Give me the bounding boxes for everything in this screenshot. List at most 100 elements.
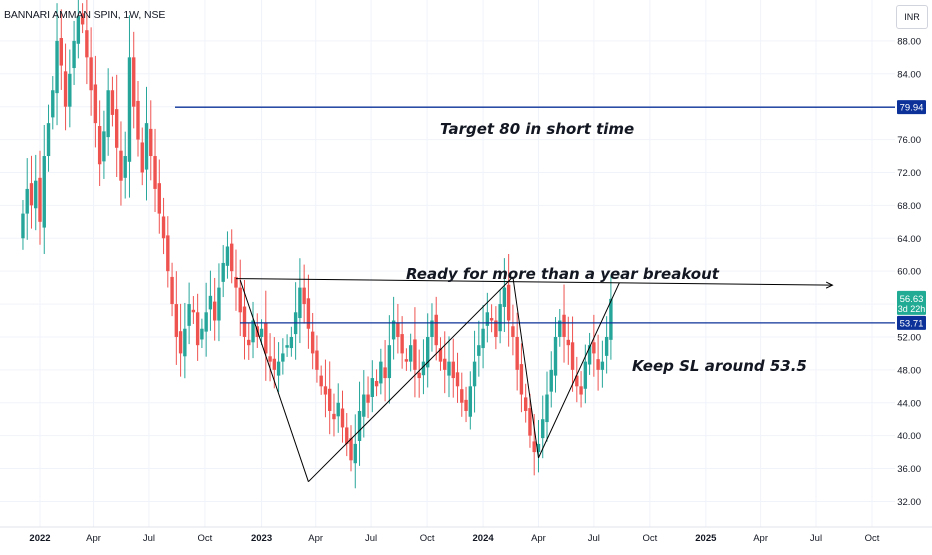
candle-body — [362, 394, 366, 417]
candle-body — [370, 378, 375, 397]
time-tick-label: Jul — [588, 533, 600, 544]
candle-body — [217, 287, 221, 321]
candle-body — [55, 40, 59, 94]
candle-body — [434, 314, 438, 346]
last-price-label: 56.63 — [900, 294, 924, 305]
candle-body — [63, 71, 68, 107]
candle-body — [187, 304, 191, 326]
time-axis-background — [0, 527, 932, 550]
price-tick-label: 64.00 — [897, 234, 921, 245]
candle-body — [59, 38, 64, 66]
candle-body — [340, 408, 345, 428]
candle-body — [161, 216, 166, 239]
candle-body — [455, 372, 460, 387]
candle-body — [102, 131, 106, 162]
candle-body — [38, 177, 42, 222]
candle-body — [515, 336, 519, 370]
candle-body — [464, 399, 468, 411]
candle-body — [144, 123, 149, 170]
candle-body — [221, 262, 225, 282]
candle-body — [328, 388, 332, 411]
annotation-target: Target 80 in short time — [440, 120, 634, 138]
price-tick-label: 32.00 — [897, 497, 921, 508]
candle-body — [519, 364, 524, 395]
candle-body — [110, 90, 115, 115]
candle-body — [170, 276, 174, 305]
pattern-trendline — [239, 280, 309, 482]
candle-body — [349, 438, 353, 461]
candle-body — [604, 336, 609, 356]
candle-body — [166, 235, 170, 272]
candle-body — [127, 57, 132, 162]
candle-body — [25, 188, 29, 214]
time-tick-label: Jul — [365, 533, 377, 544]
candle-body — [404, 359, 409, 362]
pattern-trendline — [538, 282, 620, 459]
candle-body — [272, 358, 277, 370]
candle-body — [259, 328, 264, 337]
candle-body — [302, 287, 306, 305]
support-price-label: 53.71 — [900, 318, 924, 329]
candle-body — [247, 339, 251, 346]
price-tick-label: 40.00 — [897, 431, 921, 442]
candle-body — [523, 397, 528, 411]
candle-body — [587, 345, 592, 365]
candle-body — [481, 328, 485, 349]
candle-body — [472, 361, 477, 387]
support-price-label-bg — [897, 315, 926, 330]
candle-body — [85, 30, 89, 58]
candle-body — [430, 320, 434, 337]
pattern-trendline — [308, 276, 514, 483]
price-tick-label: 44.00 — [897, 398, 921, 409]
candle-body — [553, 336, 558, 376]
last-price-label-bg — [897, 290, 926, 315]
price-tick-label: 36.00 — [897, 464, 921, 475]
candle-body — [80, 13, 85, 25]
candle-body — [225, 246, 230, 266]
candle-body — [183, 328, 187, 357]
time-tick-label: Jul — [810, 533, 822, 544]
candle-body — [285, 345, 289, 348]
candle-body — [268, 356, 272, 362]
time-tick-label: Oct — [420, 533, 435, 544]
candle-body — [592, 342, 596, 354]
time-axis[interactable]: 2022 Apr Jul Oct 2023 Apr Jul Oct 2024 Apr Jul Oct 2… — [0, 526, 932, 550]
candle-body — [276, 361, 281, 376]
price-axis[interactable]: 32.0036.0040.0044.0048.0052.0056.0060.00… — [895, 0, 932, 550]
candle-body — [353, 443, 357, 464]
candle-body — [609, 298, 613, 340]
candle-body — [494, 320, 498, 337]
target-price-label: 79.94 — [900, 103, 924, 114]
candle-body — [191, 309, 196, 313]
candle-body — [511, 326, 515, 337]
candle-body — [29, 183, 34, 206]
time-tick-label: Apr — [86, 533, 101, 544]
candle-body — [443, 358, 447, 370]
time-tick-label: 2022 — [29, 533, 50, 544]
candle-body — [204, 312, 208, 332]
annotation-stoploss: Keep SL around 53.5 — [632, 357, 807, 375]
candle-body — [528, 408, 532, 436]
candle-body — [310, 331, 315, 354]
currency-button[interactable]: INR — [896, 5, 928, 29]
candle-body — [21, 213, 25, 239]
candle-body — [89, 57, 93, 91]
symbol-title: BANNARI AMMAN SPIN, 1W, NSE — [4, 9, 166, 21]
candle-body — [319, 375, 323, 387]
candle-body — [387, 345, 392, 379]
time-tick-label: Apr — [753, 533, 768, 544]
candle-body — [575, 375, 579, 387]
candle-body — [42, 156, 46, 228]
candle-body — [562, 314, 566, 337]
price-tick-label: 52.00 — [897, 332, 921, 343]
candle-body — [136, 100, 140, 140]
candle-body — [195, 312, 200, 346]
candle-body — [298, 287, 302, 319]
candle-body — [114, 109, 119, 148]
drawings-layer[interactable]: Target 80 in short time Ready for more th… — [175, 106, 895, 483]
candle-body — [97, 126, 102, 165]
